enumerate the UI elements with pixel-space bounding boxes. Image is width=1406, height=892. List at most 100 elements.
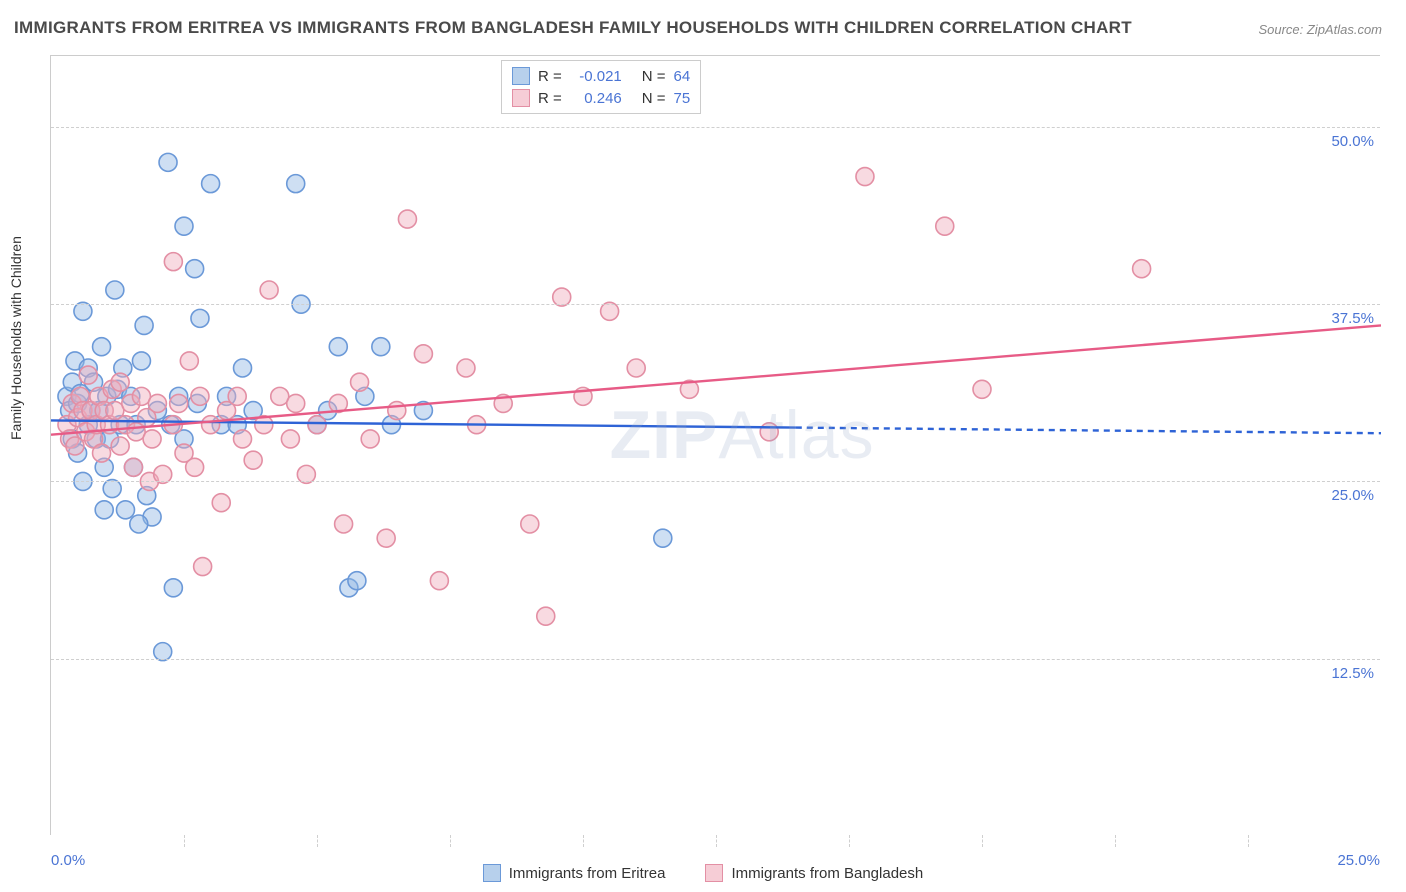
legend-stat-row-eritrea: R = -0.021 N = 64 <box>512 65 690 87</box>
scatter-point-bangladesh <box>388 402 406 420</box>
scatter-point-eritrea <box>175 217 193 235</box>
scatter-point-bangladesh <box>361 430 379 448</box>
scatter-point-bangladesh <box>148 394 166 412</box>
scatter-point-bangladesh <box>335 515 353 533</box>
legend-r-value: 0.246 <box>570 90 622 107</box>
x-tick <box>583 835 584 847</box>
scatter-point-bangladesh <box>186 458 204 476</box>
y-gridline <box>51 659 1380 660</box>
x-tick <box>716 835 717 847</box>
scatter-point-bangladesh <box>398 210 416 228</box>
scatter-point-bangladesh <box>521 515 539 533</box>
legend-r-label: R = <box>538 68 562 85</box>
scatter-point-bangladesh <box>760 423 778 441</box>
legend-label: Immigrants from Bangladesh <box>731 865 923 882</box>
scatter-point-eritrea <box>234 359 252 377</box>
legend-n-value: 64 <box>674 68 691 85</box>
scatter-point-eritrea <box>93 338 111 356</box>
y-tick-label: 50.0% <box>1331 133 1374 150</box>
scatter-point-eritrea <box>186 260 204 278</box>
scatter-point-bangladesh <box>627 359 645 377</box>
scatter-point-bangladesh <box>260 281 278 299</box>
scatter-point-bangladesh <box>351 373 369 391</box>
x-tick <box>450 835 451 847</box>
scatter-point-bangladesh <box>194 558 212 576</box>
scatter-point-bangladesh <box>308 416 326 434</box>
scatter-point-bangladesh <box>936 217 954 235</box>
y-axis-label: Family Households with Children <box>8 236 24 440</box>
scatter-point-bangladesh <box>111 437 129 455</box>
scatter-point-eritrea <box>95 501 113 519</box>
scatter-point-bangladesh <box>164 253 182 271</box>
scatter-point-bangladesh <box>537 607 555 625</box>
scatter-point-eritrea <box>132 352 150 370</box>
scatter-point-bangladesh <box>180 352 198 370</box>
scatter-point-bangladesh <box>191 387 209 405</box>
correlation-legend: R =-0.021N =64R =0.246N =75 <box>501 60 701 114</box>
trendline-dashed-eritrea <box>796 428 1381 434</box>
scatter-point-eritrea <box>287 175 305 193</box>
legend-item-bangladesh: Immigrants from Bangladesh <box>705 864 923 882</box>
y-tick-label: 25.0% <box>1331 487 1374 504</box>
scatter-point-bangladesh <box>281 430 299 448</box>
legend-r-label: R = <box>538 90 562 107</box>
scatter-point-bangladesh <box>111 373 129 391</box>
plot-area: R =-0.021N =64R =0.246N =75 ZIPAtlas 50.… <box>50 55 1380 835</box>
scatter-point-bangladesh <box>973 380 991 398</box>
scatter-point-bangladesh <box>457 359 475 377</box>
scatter-point-bangladesh <box>79 366 97 384</box>
scatter-point-bangladesh <box>244 451 262 469</box>
scatter-point-bangladesh <box>287 394 305 412</box>
scatter-point-bangladesh <box>202 416 220 434</box>
scatter-point-bangladesh <box>143 430 161 448</box>
scatter-point-eritrea <box>159 153 177 171</box>
x-tick <box>317 835 318 847</box>
chart-title: IMMIGRANTS FROM ERITREA VS IMMIGRANTS FR… <box>14 18 1132 38</box>
legend-n-label: N = <box>642 68 666 85</box>
scatter-point-eritrea <box>654 529 672 547</box>
x-tick <box>1115 835 1116 847</box>
scatter-point-eritrea <box>191 309 209 327</box>
scatter-point-eritrea <box>164 579 182 597</box>
y-gridline <box>51 481 1380 482</box>
legend-swatch-bangladesh <box>512 89 530 107</box>
legend-n-value: 75 <box>674 90 691 107</box>
scatter-point-bangladesh <box>430 572 448 590</box>
scatter-svg <box>51 56 1381 836</box>
legend-item-eritrea: Immigrants from Eritrea <box>483 864 666 882</box>
scatter-point-bangladesh <box>212 494 230 512</box>
y-gridline <box>51 127 1380 128</box>
y-tick-label: 12.5% <box>1331 665 1374 682</box>
legend-stat-row-bangladesh: R =0.246N =75 <box>512 87 690 109</box>
scatter-point-bangladesh <box>93 444 111 462</box>
scatter-point-bangladesh <box>124 458 142 476</box>
scatter-point-bangladesh <box>1133 260 1151 278</box>
scatter-point-eritrea <box>372 338 390 356</box>
trendline-bangladesh <box>51 325 1381 434</box>
scatter-point-eritrea <box>116 501 134 519</box>
scatter-point-eritrea <box>135 316 153 334</box>
scatter-point-bangladesh <box>170 394 188 412</box>
scatter-point-bangladesh <box>377 529 395 547</box>
x-tick <box>849 835 850 847</box>
x-tick <box>982 835 983 847</box>
scatter-point-eritrea <box>106 281 124 299</box>
legend-swatch-eritrea <box>512 67 530 85</box>
scatter-point-eritrea <box>348 572 366 590</box>
scatter-point-bangladesh <box>228 387 246 405</box>
scatter-point-bangladesh <box>414 345 432 363</box>
series-legend: Immigrants from Eritrea Immigrants from B… <box>0 864 1406 882</box>
x-tick <box>1248 835 1249 847</box>
scatter-point-eritrea <box>202 175 220 193</box>
legend-label: Immigrants from Eritrea <box>509 865 666 882</box>
scatter-point-eritrea <box>329 338 347 356</box>
x-tick <box>184 835 185 847</box>
source-attribution: Source: ZipAtlas.com <box>1258 22 1382 37</box>
legend-swatch-eritrea <box>483 864 501 882</box>
y-gridline <box>51 304 1380 305</box>
scatter-point-bangladesh <box>234 430 252 448</box>
legend-r-value: -0.021 <box>570 68 622 85</box>
scatter-point-eritrea <box>130 515 148 533</box>
legend-swatch-bangladesh <box>705 864 723 882</box>
y-tick-label: 37.5% <box>1331 310 1374 327</box>
